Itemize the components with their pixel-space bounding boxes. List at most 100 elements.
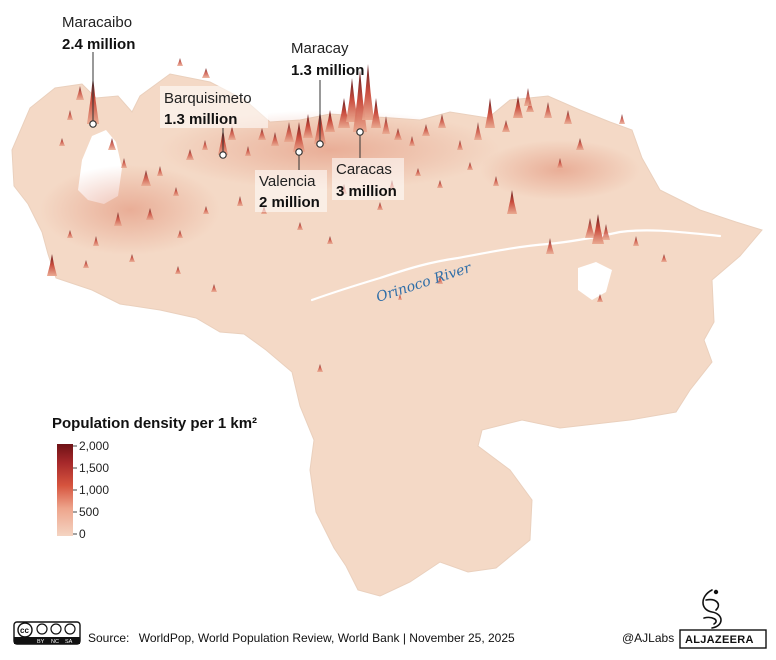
legend-color-bar [57,444,73,536]
guri-reservoir [578,262,612,300]
density-spike [474,122,482,140]
density-spike [438,114,446,128]
city-dots [89,120,364,159]
density-spike [325,110,335,132]
legend-tick-label: 1,500 [79,461,109,475]
density-spike [485,98,495,128]
density-spike [177,58,183,66]
density-spike [394,128,402,140]
density-spike [67,230,73,238]
city-name-maracay: Maracay [291,40,349,57]
label-bg-caracas [332,158,404,200]
heat-haze-north [160,110,500,190]
density-spike [76,86,84,100]
source-text: WorldPop, World Population Review, World… [139,631,515,645]
density-spike [371,98,381,128]
density-spike [467,162,473,170]
density-spike [409,136,415,146]
density-spike [619,114,625,124]
city-callouts [92,52,361,170]
density-spike [382,116,390,134]
city-population-maracay: 1.3 million [291,62,364,79]
density-spike [211,284,217,292]
city-name-maracaibo: Maracaibo [62,14,132,31]
density-spike [284,122,294,142]
svg-text:NC: NC [51,639,59,645]
density-spike [186,149,194,160]
density-spike [597,294,603,302]
density-spike [557,158,563,168]
density-spike [121,158,127,168]
density-spike [362,64,374,120]
density-spike [513,96,523,118]
by-icon [36,623,48,635]
city-population-caracas: 3 million [336,183,397,200]
orinoco-river [310,229,722,302]
density-spike [377,202,383,210]
density-spike [203,206,209,214]
city-population-barquisimeto: 1.3 million [164,111,237,128]
density-spike [245,146,251,156]
density-spike [202,140,208,150]
density-spike [83,260,89,268]
density-spike [493,176,499,186]
aljazeera-logo-icon [702,589,722,629]
density-spike [457,140,463,150]
legend-tick-label: 500 [79,505,99,519]
legend-tick-label: 1,000 [79,483,109,497]
svg-text:ALJAZEERA: ALJAZEERA [685,634,754,646]
svg-text:BY: BY [37,639,45,645]
density-spike [398,294,402,300]
density-spike [661,254,667,262]
density-spike [633,236,639,246]
city-dot-valencia [295,148,303,156]
density-spike [141,170,151,186]
legend-tick-label: 0 [79,527,86,541]
city-population-maracaibo: 2.4 million [62,36,135,53]
density-spike [327,236,333,244]
density-spike [173,187,179,196]
legend-title: Population density per 1 km² [52,415,257,432]
density-spike [546,238,554,254]
heat-haze-west [40,165,220,255]
density-spike [93,236,99,246]
density-spike [67,110,73,120]
density-spike [544,102,552,118]
city-name-valencia: Valencia [259,173,316,190]
density-spike [346,78,358,122]
city-dot-caracas [356,128,364,136]
density-spike [157,166,163,176]
aljazeera-wordmark: ALJAZEERA [679,629,767,649]
cc-license-badge: cc BY NC SA [13,621,81,645]
density-peaks [47,58,667,372]
density-spike [602,224,610,240]
density-spike [202,68,210,78]
density-spike [146,208,154,220]
city-name-barquisimeto: Barquisimeto [164,90,252,107]
density-spike [437,276,443,284]
density-spike [59,138,65,146]
label-bg-valencia [255,170,327,212]
density-spike [524,88,532,106]
density-spike [437,180,443,188]
density-spike [303,114,313,138]
city-dot-maracaibo [89,120,97,128]
label-bg-barquisimeto [160,86,268,128]
nc-icon [50,623,62,635]
density-spike [129,254,135,262]
density-spike [271,132,279,146]
density-spike [108,138,116,150]
source-line: Source: WorldPop, World Population Revie… [88,631,515,645]
density-spike [177,230,183,238]
heat-haze-east [480,140,640,200]
sa-icon [64,623,76,635]
city-dot-barquisimeto [219,151,227,159]
legend-tick-label: 2,000 [79,439,109,453]
source-label: Source: [88,631,129,645]
ajlabs-handle: @AJLabs [622,631,674,645]
density-spike [237,196,243,206]
density-spike [564,110,572,124]
legend: Population density per 1 km² 2,000 1,500… [52,415,257,541]
density-spike [258,128,266,140]
